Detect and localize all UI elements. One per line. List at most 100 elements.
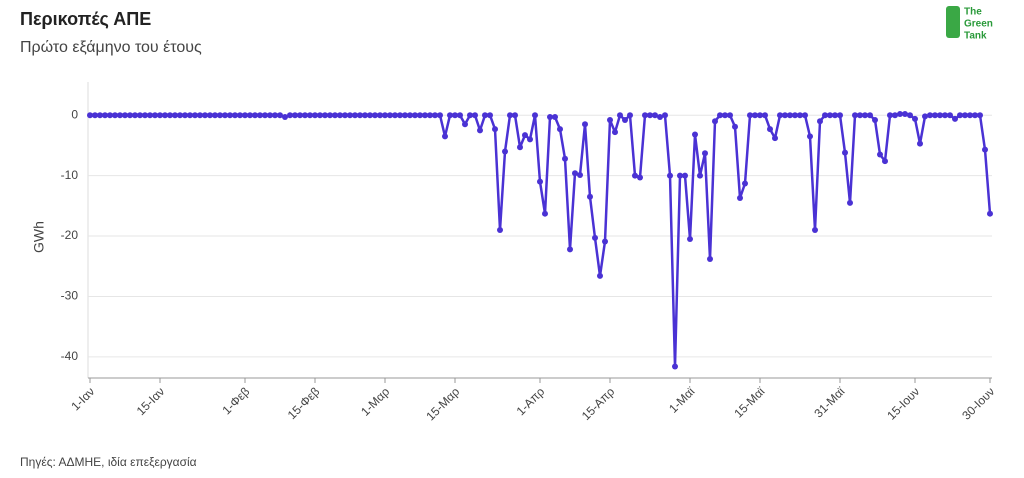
logo-icon xyxy=(946,6,960,38)
x-tick-label: 15-Φεβ xyxy=(285,384,323,422)
point xyxy=(802,112,808,119)
point xyxy=(697,172,703,179)
point xyxy=(142,112,148,119)
point xyxy=(322,112,328,119)
point xyxy=(357,112,363,119)
point xyxy=(817,118,823,125)
point xyxy=(287,112,293,119)
y-tick-label: -40 xyxy=(61,349,79,363)
point xyxy=(412,112,418,119)
point xyxy=(882,158,888,165)
point xyxy=(447,112,453,119)
point xyxy=(962,112,968,119)
logo-text: Green xyxy=(964,19,993,30)
point xyxy=(832,112,838,119)
y-axis-label: GWh xyxy=(31,221,47,253)
y-tick-label: 0 xyxy=(71,107,78,121)
point xyxy=(672,363,678,370)
y-tick-label: -10 xyxy=(61,168,79,182)
point xyxy=(607,117,613,124)
chart-subtitle: Πρώτο εξάμηνο του έτους xyxy=(20,39,202,56)
point xyxy=(127,112,133,119)
point xyxy=(627,112,633,119)
point xyxy=(867,112,873,119)
point xyxy=(907,112,913,119)
point xyxy=(587,193,593,200)
x-tick-label: 15-Μαϊ xyxy=(731,384,767,420)
point xyxy=(827,112,833,119)
point xyxy=(572,170,578,177)
point xyxy=(452,112,458,119)
point xyxy=(497,227,503,233)
point xyxy=(862,112,868,119)
point xyxy=(732,123,738,130)
point xyxy=(152,112,158,119)
point xyxy=(547,114,553,121)
point xyxy=(252,112,258,119)
point xyxy=(952,115,958,122)
point xyxy=(652,112,658,119)
logo-text: Tank xyxy=(964,31,987,42)
point xyxy=(602,238,608,245)
point xyxy=(512,112,518,119)
point xyxy=(612,129,618,136)
point xyxy=(777,112,783,119)
point xyxy=(337,112,343,119)
point xyxy=(877,151,883,158)
point xyxy=(182,112,188,119)
point xyxy=(772,135,778,142)
point xyxy=(937,112,943,119)
point xyxy=(542,210,548,217)
point xyxy=(762,112,768,119)
point xyxy=(842,149,848,156)
x-tick-label: 30-Ιουν xyxy=(959,384,997,422)
point xyxy=(197,112,203,119)
x-tick-label: 15-Ιαν xyxy=(134,384,168,418)
point xyxy=(582,121,588,128)
point xyxy=(682,172,688,179)
point xyxy=(967,112,973,119)
point xyxy=(792,112,798,119)
point xyxy=(307,112,313,119)
point xyxy=(192,112,198,119)
point xyxy=(467,112,473,119)
point xyxy=(742,180,748,187)
x-tick-label: 15-Απρ xyxy=(579,384,618,423)
x-tick-label: 1-Μαϊ xyxy=(666,384,698,416)
point xyxy=(837,112,843,119)
point xyxy=(247,112,253,119)
x-tick-label: 1-Ιαν xyxy=(68,384,97,413)
point xyxy=(92,112,98,119)
point xyxy=(167,112,173,119)
point xyxy=(977,112,983,119)
point xyxy=(532,112,538,119)
point xyxy=(342,112,348,119)
point xyxy=(132,112,138,119)
point xyxy=(857,112,863,119)
point xyxy=(352,112,358,119)
point xyxy=(267,112,273,119)
point xyxy=(202,112,208,119)
point xyxy=(692,131,698,138)
point xyxy=(97,112,103,119)
point xyxy=(217,112,223,119)
point xyxy=(922,113,928,120)
point xyxy=(787,112,793,119)
point xyxy=(477,127,483,134)
point xyxy=(707,255,713,262)
point xyxy=(507,112,513,119)
point xyxy=(257,112,263,119)
point xyxy=(552,114,558,121)
point xyxy=(232,112,238,119)
point xyxy=(432,112,438,119)
point xyxy=(457,112,463,119)
point xyxy=(362,112,368,119)
point xyxy=(757,112,763,119)
point xyxy=(737,194,743,201)
point xyxy=(957,112,963,119)
point xyxy=(462,121,468,128)
point xyxy=(162,112,168,119)
point xyxy=(912,115,918,122)
x-tick-label: 15-Μαρ xyxy=(423,384,462,423)
point xyxy=(562,155,568,162)
